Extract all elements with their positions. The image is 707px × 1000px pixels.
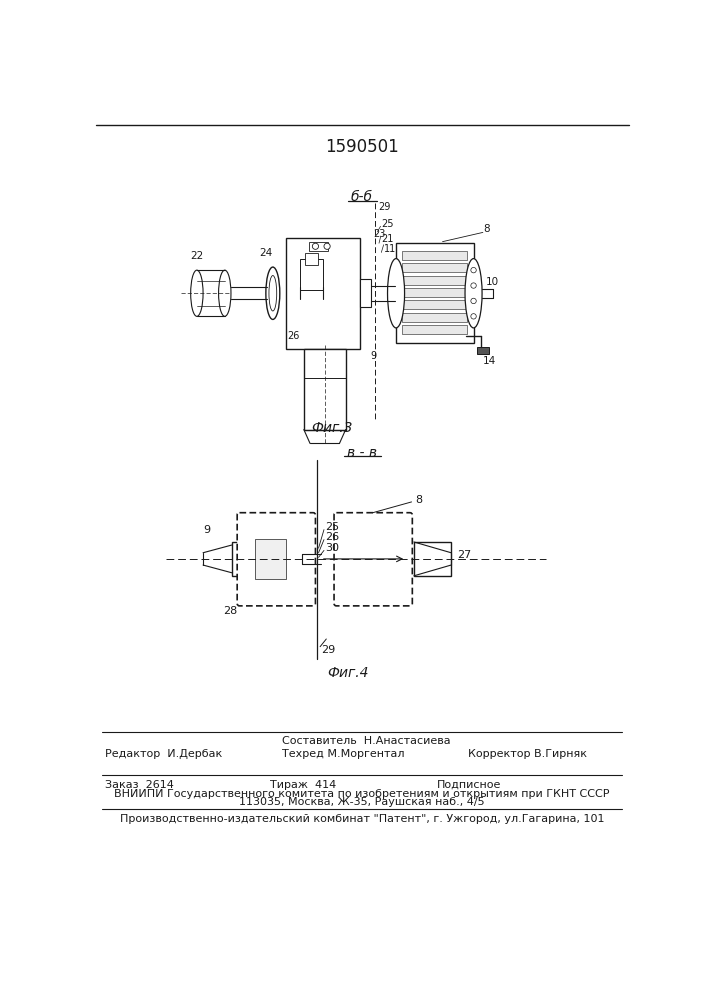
Text: б-б: б-б bbox=[351, 190, 373, 204]
Bar bbox=[360, 279, 371, 307]
Text: 28: 28 bbox=[223, 606, 237, 616]
Text: Техред М.Моргентал: Техред М.Моргентал bbox=[282, 749, 404, 759]
Bar bbox=[402, 276, 467, 285]
Text: 8: 8 bbox=[416, 495, 423, 505]
Text: Фиг.3: Фиг.3 bbox=[312, 421, 354, 435]
Text: Редактор  И.Дербак: Редактор И.Дербак bbox=[105, 749, 223, 759]
Text: Корректор В.Гирняк: Корректор В.Гирняк bbox=[468, 749, 587, 759]
Text: ВНИИПИ Государственного комитета по изобретениям и открытиям при ГКНТ СССР: ВНИИПИ Государственного комитета по изоб… bbox=[115, 789, 609, 799]
Text: 113035, Москва, Ж-35, Раушская наб., 4/5: 113035, Москва, Ж-35, Раушская наб., 4/5 bbox=[239, 797, 485, 807]
Bar bbox=[402, 312, 467, 322]
FancyBboxPatch shape bbox=[237, 513, 315, 606]
Ellipse shape bbox=[269, 276, 276, 311]
Ellipse shape bbox=[191, 270, 203, 316]
Ellipse shape bbox=[266, 267, 280, 319]
Circle shape bbox=[324, 243, 330, 249]
Text: 22: 22 bbox=[191, 251, 204, 261]
Text: 30: 30 bbox=[325, 543, 339, 553]
Bar bbox=[396, 243, 474, 343]
Bar bbox=[414, 542, 451, 576]
Bar bbox=[304, 349, 346, 430]
Text: 25: 25 bbox=[325, 522, 339, 532]
Bar bbox=[300, 259, 323, 290]
Bar bbox=[402, 251, 467, 260]
Text: в - в: в - в bbox=[347, 446, 377, 460]
FancyBboxPatch shape bbox=[334, 513, 412, 606]
Circle shape bbox=[471, 314, 477, 319]
Text: 21: 21 bbox=[381, 234, 394, 244]
Text: 26: 26 bbox=[325, 532, 339, 542]
Bar bbox=[232, 542, 269, 576]
Text: Заказ  2614: Заказ 2614 bbox=[105, 780, 175, 790]
Bar bbox=[255, 539, 286, 579]
Text: 26: 26 bbox=[288, 331, 300, 341]
Bar bbox=[402, 263, 467, 272]
Bar bbox=[402, 325, 467, 334]
Bar bbox=[402, 288, 467, 297]
Text: 9: 9 bbox=[203, 525, 210, 535]
Text: 14: 14 bbox=[483, 356, 496, 366]
Text: 9: 9 bbox=[370, 351, 377, 361]
Text: 23: 23 bbox=[373, 229, 385, 239]
Text: 1590501: 1590501 bbox=[325, 138, 399, 156]
Text: 29: 29 bbox=[321, 645, 335, 655]
Text: 10: 10 bbox=[486, 277, 499, 287]
Bar bbox=[309, 242, 328, 251]
Text: 24: 24 bbox=[259, 248, 272, 258]
Bar bbox=[477, 347, 489, 354]
Text: Подписное: Подписное bbox=[437, 780, 501, 790]
Text: 25: 25 bbox=[381, 219, 394, 229]
Ellipse shape bbox=[218, 270, 231, 316]
Bar bbox=[305, 253, 317, 265]
Bar bbox=[286, 238, 360, 349]
Bar bbox=[402, 300, 467, 309]
Text: Фиг.4: Фиг.4 bbox=[327, 666, 369, 680]
Text: 29: 29 bbox=[378, 202, 390, 212]
Circle shape bbox=[471, 298, 477, 304]
Ellipse shape bbox=[387, 259, 404, 328]
Text: 8: 8 bbox=[483, 224, 489, 234]
Text: 11: 11 bbox=[385, 244, 397, 254]
Text: 27: 27 bbox=[457, 550, 472, 560]
Circle shape bbox=[312, 243, 319, 249]
Circle shape bbox=[471, 283, 477, 288]
Text: Производственно-издательский комбинат "Патент", г. Ужгород, ул.Гагарина, 101: Производственно-издательский комбинат "П… bbox=[119, 814, 604, 824]
Text: Составитель  Н.Анастасиева: Составитель Н.Анастасиева bbox=[282, 736, 451, 746]
Ellipse shape bbox=[465, 259, 482, 328]
Circle shape bbox=[471, 267, 477, 273]
Text: Тираж  414: Тираж 414 bbox=[271, 780, 337, 790]
